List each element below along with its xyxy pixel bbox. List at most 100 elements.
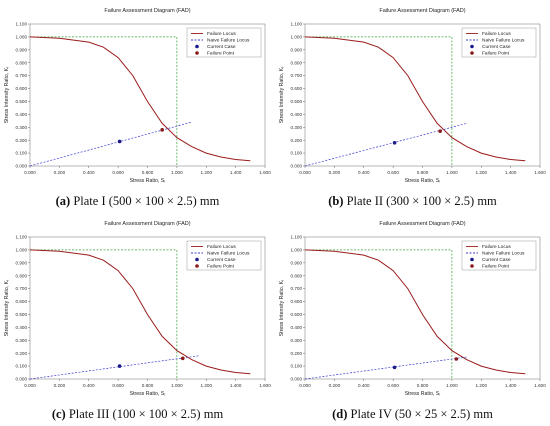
y-tick-label: 0.100: [16, 364, 28, 369]
caption-text: Plate III (100 × 100 × 2.5) mm: [65, 407, 224, 421]
y-tick-label: 0.600: [16, 86, 28, 91]
x-axis-label: Stress Ratio, Sᵣ: [130, 391, 167, 397]
x-tick-label: 1.200: [476, 383, 488, 388]
x-tick-label: 1.600: [259, 170, 271, 175]
naive-failure-locus-line: [305, 36, 453, 166]
x-tick-label: 1.400: [505, 170, 517, 175]
y-tick-label: 0.100: [291, 151, 303, 156]
fad-panel-c: Failure Assessment Diagram (FAD) 0.000 0.2…: [0, 213, 275, 426]
legend-swatch: [470, 51, 474, 55]
y-tick-label: 0.200: [16, 138, 28, 143]
failure-point-marker: [160, 128, 164, 132]
x-tick-label: 0.000: [24, 170, 36, 175]
legend-swatch: [470, 257, 474, 262]
y-tick-label: 0.200: [16, 351, 28, 356]
legend-label: Current Case: [482, 44, 511, 50]
chart-title: Failure Assessment Diagram (FAD): [379, 8, 465, 14]
legend-box: [461, 27, 537, 58]
x-tick-label: 0.800: [142, 170, 154, 175]
x-tick-label: 1.200: [201, 170, 213, 175]
y-tick-label: 0.900: [291, 260, 303, 265]
y-axis-label: Stress Intensity Ratio, Kᵣ: [4, 66, 10, 123]
y-tick-label: 0.500: [291, 99, 303, 104]
legend-box: [461, 240, 537, 271]
failure-locus-line: [304, 249, 526, 375]
legend-label: Failure Locus: [207, 31, 236, 37]
x-axis-label: Stress Ratio, Sᵣ: [405, 391, 442, 397]
x-axis-label: Stress Ratio, Sᵣ: [130, 178, 167, 184]
y-tick-label: 0.700: [16, 73, 28, 78]
current-case-point: [117, 139, 122, 144]
y-tick-label: 1.100: [291, 235, 303, 240]
x-tick-label: 0.000: [24, 383, 36, 388]
y-tick-label: 0.100: [16, 151, 28, 156]
y-tick-label: 0.800: [291, 273, 303, 278]
x-tick-label: 1.600: [534, 383, 546, 388]
x-tick-label: 0.600: [387, 383, 399, 388]
x-tick-label: 0.600: [112, 170, 124, 175]
chart-title: Failure Assessment Diagram (FAD): [104, 8, 190, 14]
x-tick-label: 1.000: [446, 383, 458, 388]
y-tick-label: 0.100: [291, 364, 303, 369]
caption-letter: (b): [328, 194, 344, 208]
y-tick-label: 0.400: [16, 112, 28, 117]
caption-letter: (c): [51, 407, 66, 421]
legend-label: Failure Locus: [482, 244, 511, 250]
legend-label: Naive Failure Locus: [207, 251, 250, 257]
y-tick-label: 0.600: [291, 86, 303, 91]
naive-failure-locus-line: [30, 249, 178, 379]
y-tick-label: 0.500: [16, 99, 28, 104]
caption-a: (a) Plate I (500 × 100 × 2.5) mm: [0, 194, 275, 209]
legend-label: Naive Failure Locus: [482, 251, 525, 257]
x-tick-label: 1.200: [201, 383, 213, 388]
caption-letter: (a): [55, 194, 71, 208]
fad-chart-a: Failure Assessment Diagram (FAD) 0.000 0.2…: [4, 8, 271, 184]
legend-label: Naive Failure Locus: [482, 38, 525, 44]
failure-point-marker: [180, 356, 185, 361]
y-tick-label: 0.000: [16, 164, 28, 169]
y-tick-label: 0.700: [16, 286, 28, 291]
y-tick-label: 0.800: [291, 60, 303, 65]
y-tick-label: 0.000: [291, 164, 303, 169]
failure-locus-line: [304, 36, 526, 162]
y-tick-label: 1.100: [291, 22, 303, 27]
y-tick-label: 0.000: [16, 377, 28, 382]
y-tick-label: 0.900: [291, 47, 303, 52]
legend-swatch: [195, 51, 199, 55]
y-tick-label: 1.000: [291, 248, 303, 253]
y-tick-label: 0.600: [291, 299, 303, 304]
y-tick-label: 0.400: [16, 325, 28, 330]
legend-label: Failure Locus: [482, 31, 511, 37]
y-tick-label: 0.200: [291, 351, 303, 356]
fad-panel-b: Failure Assessment Diagram (FAD) 0.000 0.2…: [275, 0, 550, 213]
y-tick-label: 0.300: [291, 125, 303, 130]
legend-label: Current Case: [482, 257, 511, 263]
y-tick-label: 0.800: [16, 273, 28, 278]
x-tick-label: 0.400: [358, 170, 370, 175]
caption-text: Plate IV (50 × 25 × 2.5) mm: [347, 407, 493, 421]
failure-locus-line: [29, 36, 251, 162]
y-tick-label: 0.400: [291, 112, 303, 117]
load-line: [304, 356, 467, 380]
legend-box: [186, 27, 262, 58]
legend-swatch: [470, 44, 474, 49]
y-tick-label: 1.100: [16, 235, 28, 240]
y-tick-label: 0.700: [291, 286, 303, 291]
x-tick-label: 0.600: [387, 170, 399, 175]
load-line: [304, 123, 467, 167]
legend-label: Failure Point: [482, 51, 510, 57]
y-tick-label: 0.900: [16, 47, 28, 52]
x-tick-label: 0.400: [83, 383, 95, 388]
load-line: [29, 355, 199, 380]
legend-label: Failure Locus: [207, 244, 236, 250]
current-case-point: [392, 365, 397, 370]
legend-label: Current Case: [207, 257, 236, 263]
x-tick-label: 0.000: [299, 170, 311, 175]
x-tick-label: 0.200: [54, 383, 66, 388]
legend-label: Naive Failure Locus: [207, 38, 250, 44]
caption-letter: (d): [332, 407, 348, 421]
current-case-point: [392, 140, 397, 145]
caption-text: Plate I (500 × 100 × 2.5) mm: [70, 194, 220, 208]
y-tick-label: 0.800: [16, 60, 28, 65]
x-tick-label: 0.200: [329, 170, 341, 175]
